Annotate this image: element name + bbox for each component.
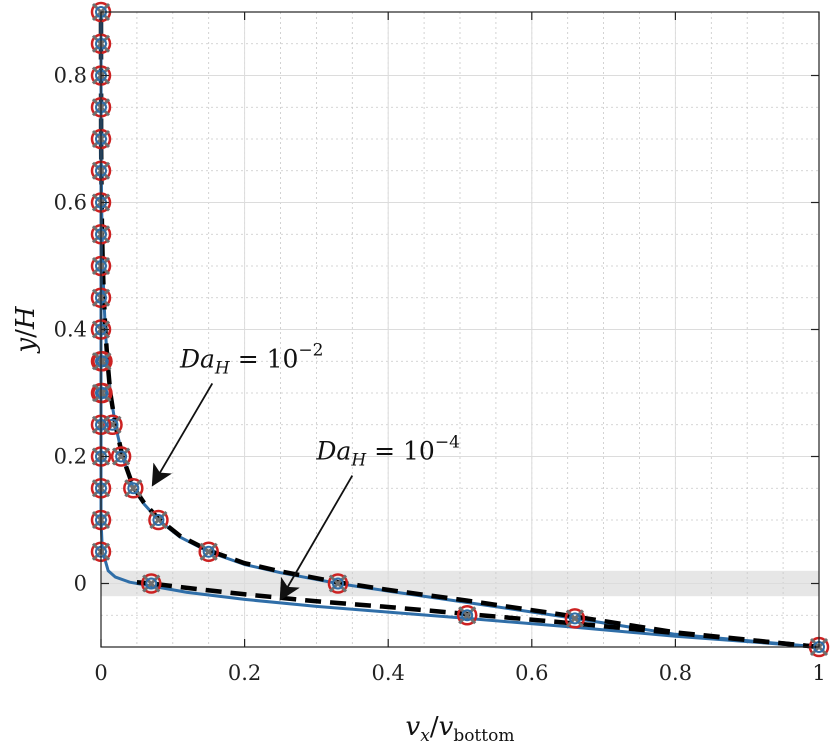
annotation-arrow-1 [279,475,354,601]
marker-inner-circle [106,418,119,431]
x-tick-label: 0.4 [371,661,404,685]
marker-cross-b [93,383,112,403]
annotation-label-0: DaH = 10−2 [179,341,323,379]
marker-circle [198,541,219,562]
data-point-marker [92,382,113,404]
x-axis-label: vx/vbottom [406,712,515,742]
marker-cross-b [112,447,131,466]
marker-circle [456,605,478,626]
data-point-marker [148,509,169,531]
y-tick-label: 0.4 [54,318,87,342]
series-line-dashed-3 [136,579,820,650]
y-tick-label: 0 [74,572,87,596]
marker-circle [92,382,113,404]
marker-inner-circle [461,609,474,622]
marker-cross-b [199,542,218,561]
data-point-marker [198,541,219,562]
marker-circle [141,573,162,594]
data-point-marker [141,573,162,594]
labels-layer: 0 0.2 0.4 0.6 0.8 1 0 0.2 0.4 0.6 0.8 vx/vbottom y/H [11,64,826,742]
marker-cross-b [458,606,477,625]
data-point-marker [456,605,478,626]
marker-circle [564,608,586,629]
data-point-marker [327,573,349,594]
marker-inner-circle [568,612,581,625]
annotation-arrow-0 [151,383,214,487]
axes-layer [100,11,820,648]
marker-inner-circle [202,545,215,558]
marker-inner-circle [152,514,165,526]
marker-inner-circle [96,387,109,399]
marker-cross-b [328,574,348,593]
y-tick-label: 0.8 [54,64,87,88]
marker-circle [148,509,169,531]
x-tick-label: 0 [94,661,107,685]
data-point-marker [564,608,586,629]
marker-cross-b [93,352,112,371]
marker-cross-b [142,574,161,593]
marker-circle [110,446,132,467]
marker-circle [123,478,144,499]
data-point-marker [110,446,132,467]
y-axis-label: y/H [11,305,41,353]
x-tick-label: 1 [812,661,825,685]
marker-inner-circle [331,577,344,590]
marker-inner-circle [115,450,128,463]
x-tick-label: 0.8 [659,661,692,685]
annotation-label-1: DaH = 10−4 [315,433,460,471]
data-point-marker [92,351,113,372]
marker-cross-b [149,510,168,530]
marker-circle [102,414,123,435]
marker-circle [92,351,113,372]
y-tick-label: 0.6 [54,191,87,215]
annotations-layer: DaH = 10−2 DaH = 10−4 [151,341,460,601]
marker-inner-circle [145,577,158,590]
x-tick-label: 0.6 [515,661,548,685]
marker-circle [327,573,349,594]
marker-cross-b [124,479,143,498]
data-point-marker [123,478,144,499]
marker-cross-b [565,609,584,628]
y-tick-label: 0.2 [54,445,87,469]
marker-inner-circle [96,355,109,368]
marker-inner-circle [127,482,140,495]
x-tick-label: 0.2 [228,661,261,685]
